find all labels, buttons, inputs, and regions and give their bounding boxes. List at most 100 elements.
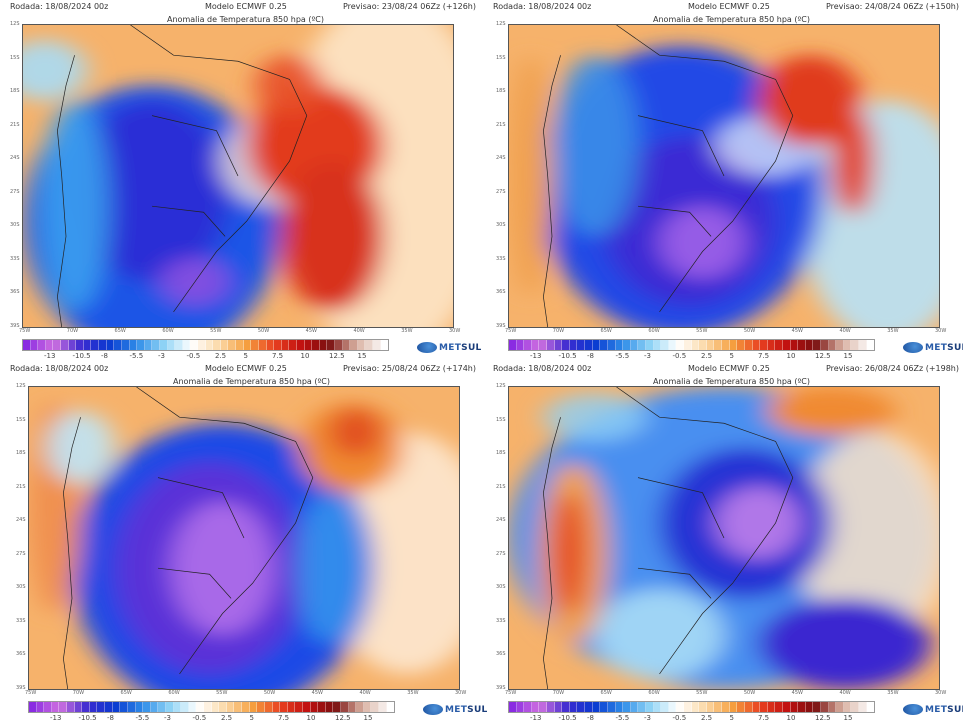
colorbar-cell	[327, 340, 335, 350]
logo-text: MET	[445, 704, 468, 715]
anomaly-region	[295, 492, 365, 644]
map-title: Anomalia de Temperatura 850 hpa (ºC)	[653, 15, 810, 24]
lat-tick: 15S	[496, 416, 506, 423]
cloud-icon	[417, 342, 437, 353]
anomaly-region	[758, 598, 931, 689]
anomaly-region	[170, 501, 275, 635]
forecast-time: Previsao: 26/08/24 06Zz (+198h)	[825, 364, 959, 373]
colorbar-cell	[220, 340, 229, 350]
colorbar-cell	[805, 340, 814, 350]
colorbar-cell	[204, 702, 212, 712]
logo-text: SUL	[947, 342, 963, 353]
colorbar-cell	[289, 340, 297, 350]
lon-tick: 30W	[449, 328, 461, 334]
colorbar-cell	[325, 702, 334, 712]
colorbar-cell	[234, 702, 243, 712]
lon-tick: 35W	[887, 328, 899, 334]
coastline-borders	[57, 25, 306, 327]
colorbar-cell	[547, 340, 555, 350]
colorbar-cell	[836, 702, 844, 712]
colorbar-cell	[531, 340, 540, 350]
lat-tick: 27S	[10, 188, 20, 195]
lon-tick: 35W	[407, 690, 419, 696]
colorbar-cell	[722, 340, 730, 350]
colorbar-cell	[836, 340, 844, 350]
metsul-logo: METSUL	[903, 342, 963, 353]
colorbar-cell	[333, 702, 341, 712]
colorbar-cell	[99, 340, 107, 350]
lon-tick: 45W	[791, 328, 803, 334]
lon-tick: 45W	[791, 690, 803, 696]
colorbar-cell	[144, 340, 153, 350]
colorbar-cell	[121, 340, 130, 350]
colorbar-cell	[866, 702, 875, 712]
colorbar-cell	[623, 702, 631, 712]
lon-tick: 65W	[114, 328, 126, 334]
coastline-borders	[543, 387, 792, 689]
colorbar-label: -10.5	[558, 714, 577, 722]
colorbar-cell	[89, 702, 98, 712]
colorbar-cell	[348, 702, 357, 712]
colorbar-label: -5.5	[615, 352, 630, 360]
colorbar-cell	[29, 702, 37, 712]
map-title: Anomalia de Temperatura 850 hpa (ºC)	[167, 15, 324, 24]
lon-tick: 30W	[935, 328, 947, 334]
colorbar-label: 12.5	[335, 714, 351, 722]
colorbar-label: 10	[786, 714, 796, 722]
colorbar-label: -13	[530, 352, 542, 360]
cloud-icon	[423, 704, 443, 715]
lat-tick: 18S	[496, 88, 506, 95]
map-title: Anomalia de Temperatura 850 hpa (ºC)	[173, 377, 330, 386]
colorbar-label: -0.5	[672, 352, 687, 360]
colorbar-cell	[843, 702, 852, 712]
anomaly-region	[46, 411, 115, 484]
colorbar-cell	[137, 340, 145, 350]
cloud-icon	[903, 704, 923, 715]
colorbar-cell	[205, 340, 214, 350]
colorbar-cell	[266, 340, 275, 350]
lat-tick: 33S	[496, 255, 506, 262]
colorbar-cell	[135, 702, 144, 712]
colorbar-label: -13	[50, 714, 62, 722]
forecast-panel-3: Rodada: 18/08/2024 00z Modelo ECMWF 0.25…	[0, 362, 487, 722]
colorbar-label: 5	[243, 352, 248, 360]
colorbar-cell	[44, 702, 52, 712]
colorbar-label: -8	[107, 714, 114, 722]
colorbar-cell	[243, 340, 252, 350]
colorbar-cell	[699, 702, 707, 712]
anomaly-region	[831, 106, 875, 216]
colorbar-cell	[645, 340, 654, 350]
lat-tick: 15S	[496, 54, 506, 61]
anomaly-region	[715, 486, 802, 560]
temperature-anomaly-map	[508, 386, 940, 690]
colorbar-cell	[699, 340, 707, 350]
colorbar-cell	[706, 702, 715, 712]
colorbar-cell	[516, 702, 525, 712]
colorbar-cell	[280, 702, 288, 712]
lat-tick: 24S	[16, 517, 26, 524]
colorbar-cell	[509, 340, 517, 350]
colorbar-cell	[173, 702, 182, 712]
run-date: Rodada: 18/08/2024 00z	[10, 364, 109, 373]
lon-tick: 50W	[257, 328, 270, 334]
forecast-panel-1: Rodada: 18/08/2024 00z Modelo ECMWF 0.25…	[0, 0, 481, 360]
lat-tick: 15S	[16, 416, 26, 423]
lon-tick: 70W	[552, 328, 565, 334]
colorbar-cell	[813, 702, 821, 712]
colorbar-cell	[562, 340, 570, 350]
lat-tick: 12S	[16, 383, 26, 389]
colorbar-label: 15	[843, 352, 853, 360]
colorbar-cell	[342, 340, 351, 350]
colorbar-cell	[760, 702, 768, 712]
colorbar-cell	[798, 340, 806, 350]
colorbar-cell	[181, 702, 189, 712]
colorbar-label: 10	[306, 714, 316, 722]
lon-tick: 60W	[168, 690, 180, 696]
lon-tick: 30W	[935, 690, 947, 696]
colorbar-label: 10	[786, 352, 796, 360]
colorbar-cell	[661, 702, 669, 712]
lat-tick: 21S	[496, 483, 506, 490]
colorbar-cell	[129, 340, 138, 350]
logo-text: MET	[925, 342, 948, 353]
forecast-time: Previsao: 23/08/24 06Zz (+126h)	[342, 2, 476, 11]
